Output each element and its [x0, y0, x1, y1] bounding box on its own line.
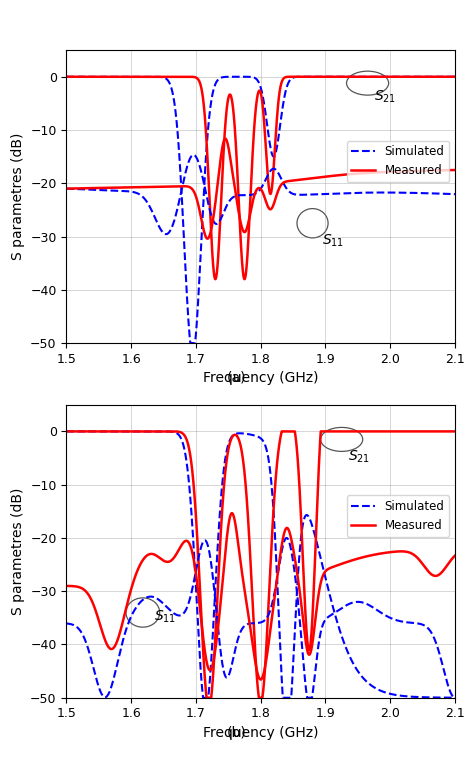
Legend: Simulated, Measured: Simulated, Measured [347, 141, 449, 182]
Text: (a): (a) [227, 371, 247, 385]
Text: $S_{21}$: $S_{21}$ [348, 449, 370, 465]
Legend: Simulated, Measured: Simulated, Measured [347, 496, 449, 537]
Y-axis label: S parametres (dB): S parametres (dB) [10, 487, 25, 615]
Y-axis label: S parametres (dB): S parametres (dB) [10, 133, 25, 261]
Text: $S_{21}$: $S_{21}$ [374, 89, 396, 105]
Text: (b): (b) [227, 726, 247, 739]
X-axis label: Frequency (GHz): Frequency (GHz) [203, 726, 319, 740]
X-axis label: Frequency (GHz): Frequency (GHz) [203, 372, 319, 386]
Text: $S_{11}$: $S_{11}$ [322, 233, 345, 249]
Text: $S_{11}$: $S_{11}$ [154, 608, 176, 625]
